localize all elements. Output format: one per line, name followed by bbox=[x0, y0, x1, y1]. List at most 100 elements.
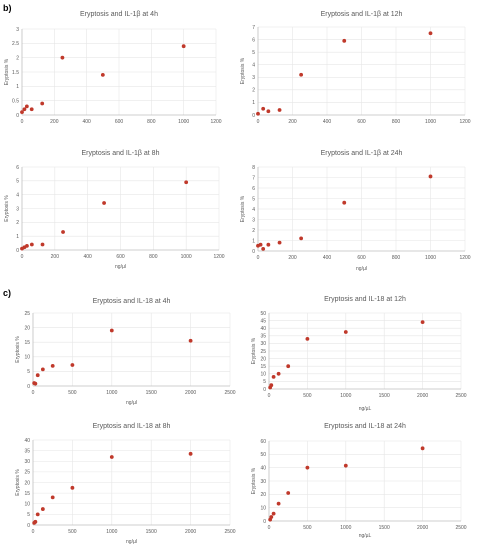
x-tick-label: 200 bbox=[288, 255, 297, 261]
data-point bbox=[25, 243, 29, 248]
y-tick-label: 0 bbox=[252, 249, 255, 255]
data-point bbox=[271, 511, 276, 516]
x-tick-label: 1500 bbox=[379, 525, 390, 531]
y-tick-label: 3 bbox=[252, 217, 255, 223]
y-tick-label: 2 bbox=[16, 55, 19, 61]
data-point bbox=[109, 328, 114, 333]
x-tick-label: 1000 bbox=[106, 529, 117, 535]
panel-label-b: b) bbox=[3, 3, 12, 13]
x-tick-label: 1000 bbox=[178, 119, 189, 125]
x-tick-label: 1500 bbox=[146, 529, 157, 535]
y-tick-label: 5 bbox=[252, 196, 255, 202]
data-point bbox=[102, 201, 106, 205]
data-point bbox=[343, 330, 348, 334]
y-tick-label: 0.5 bbox=[12, 98, 19, 104]
y-tick-label: 30 bbox=[24, 459, 30, 465]
data-point bbox=[261, 247, 266, 251]
x-tick-label: 1200 bbox=[210, 119, 221, 125]
data-point bbox=[299, 72, 304, 77]
y-tick-label: 15 bbox=[260, 364, 266, 370]
y-tick-label: 10 bbox=[24, 502, 30, 508]
y-tick-label: 35 bbox=[260, 334, 266, 340]
chart-1: 0 200 400 600 800 1000 1200 0 0.5 1 1.5 2 2.5 3 Erypto… bbox=[4, 11, 222, 125]
chart-title: Eryptosis and IL-1β at 24h bbox=[321, 150, 403, 157]
x-tick-label: 1200 bbox=[213, 254, 224, 260]
data-point bbox=[70, 485, 75, 490]
x-tick-label: 200 bbox=[288, 119, 297, 125]
chart-title: Eryptosis and IL-1β at 4h bbox=[80, 11, 158, 18]
y-axis-label: Eryptosis % bbox=[251, 467, 257, 494]
y-tick-label: 50 bbox=[260, 311, 266, 317]
data-point bbox=[420, 446, 425, 451]
y-axis-label: Eryptosis % bbox=[240, 57, 246, 84]
x-tick-label: 0 bbox=[21, 119, 24, 125]
x-tick-label: 600 bbox=[115, 119, 124, 125]
chart-title: Eryptosis and IL-1β at 12h bbox=[321, 11, 403, 18]
x-tick-label: 500 bbox=[303, 525, 312, 531]
x-tick-label: 1500 bbox=[379, 393, 390, 399]
y-tick-label: 7 bbox=[252, 175, 255, 181]
y-axis-label: Eryptosis % bbox=[4, 195, 10, 222]
y-tick-label: 40 bbox=[24, 438, 30, 444]
y-tick-label: 1.5 bbox=[12, 70, 19, 76]
data-point bbox=[188, 451, 193, 456]
y-tick-label: 5 bbox=[252, 50, 255, 56]
data-point bbox=[258, 242, 263, 247]
x-tick-label: 200 bbox=[51, 254, 60, 260]
y-tick-label: 60 bbox=[260, 439, 266, 445]
x-tick-label: 500 bbox=[68, 390, 77, 396]
data-point bbox=[35, 512, 40, 517]
y-tick-label: 0 bbox=[252, 113, 255, 119]
x-tick-label: 400 bbox=[83, 254, 92, 260]
data-point bbox=[33, 519, 38, 524]
y-tick-label: 5 bbox=[27, 512, 30, 518]
data-point bbox=[269, 383, 274, 388]
x-tick-label: 600 bbox=[116, 254, 125, 260]
panel-label-c: c) bbox=[3, 288, 12, 298]
chart-title: Eryptosis and IL-18 at 24h bbox=[324, 423, 406, 430]
data-point bbox=[50, 363, 55, 368]
y-tick-label: 2.5 bbox=[12, 41, 19, 47]
y-tick-label: 40 bbox=[260, 326, 266, 332]
x-tick-label: 400 bbox=[323, 255, 332, 261]
data-point bbox=[343, 463, 348, 468]
data-point bbox=[271, 374, 276, 379]
data-point bbox=[305, 336, 310, 341]
data-point bbox=[40, 242, 45, 247]
y-axis-label: Eryptosis % bbox=[15, 469, 21, 496]
data-point bbox=[40, 101, 45, 106]
x-tick-label: 1000 bbox=[425, 255, 436, 261]
y-tick-label: 1 bbox=[16, 234, 19, 240]
data-point bbox=[269, 515, 274, 519]
data-point bbox=[305, 465, 310, 470]
y-tick-label: 8 bbox=[252, 165, 255, 171]
y-axis-label: Eryptosis % bbox=[15, 336, 21, 363]
chart-2: 0 200 400 600 800 1000 1200 0 1 2 3 4 5 6 7 Eryptosis a… bbox=[240, 11, 471, 125]
x-tick-label: 0 bbox=[268, 393, 271, 399]
y-tick-label: 40 bbox=[260, 465, 266, 471]
x-tick-label: 0 bbox=[21, 254, 24, 260]
x-tick-label: 800 bbox=[149, 254, 158, 260]
chart-3: 0 200 400 600 800 1000 1200 0 1 2 3 4 5 6 Eryptosis an… bbox=[4, 150, 225, 270]
y-tick-label: 6 bbox=[252, 186, 255, 192]
x-tick-label: 1500 bbox=[146, 390, 157, 396]
y-tick-label: 20 bbox=[24, 480, 30, 486]
y-tick-label: 45 bbox=[260, 318, 266, 324]
y-tick-label: 10 bbox=[24, 355, 30, 361]
y-tick-label: 10 bbox=[260, 372, 266, 378]
data-point bbox=[276, 371, 281, 376]
y-axis-label: Eryptosis % bbox=[251, 337, 257, 364]
y-tick-label: 5 bbox=[27, 369, 30, 375]
x-tick-label: 500 bbox=[303, 393, 312, 399]
y-tick-label: 7 bbox=[252, 25, 255, 31]
y-tick-label: 0 bbox=[263, 519, 266, 525]
y-tick-label: 3 bbox=[16, 206, 19, 212]
y-tick-label: 6 bbox=[16, 165, 19, 171]
x-tick-label: 500 bbox=[68, 529, 77, 535]
x-tick-label: 2500 bbox=[224, 390, 235, 396]
y-tick-label: 20 bbox=[260, 492, 266, 498]
x-tick-label: 1000 bbox=[340, 525, 351, 531]
x-tick-label: 1000 bbox=[340, 393, 351, 399]
